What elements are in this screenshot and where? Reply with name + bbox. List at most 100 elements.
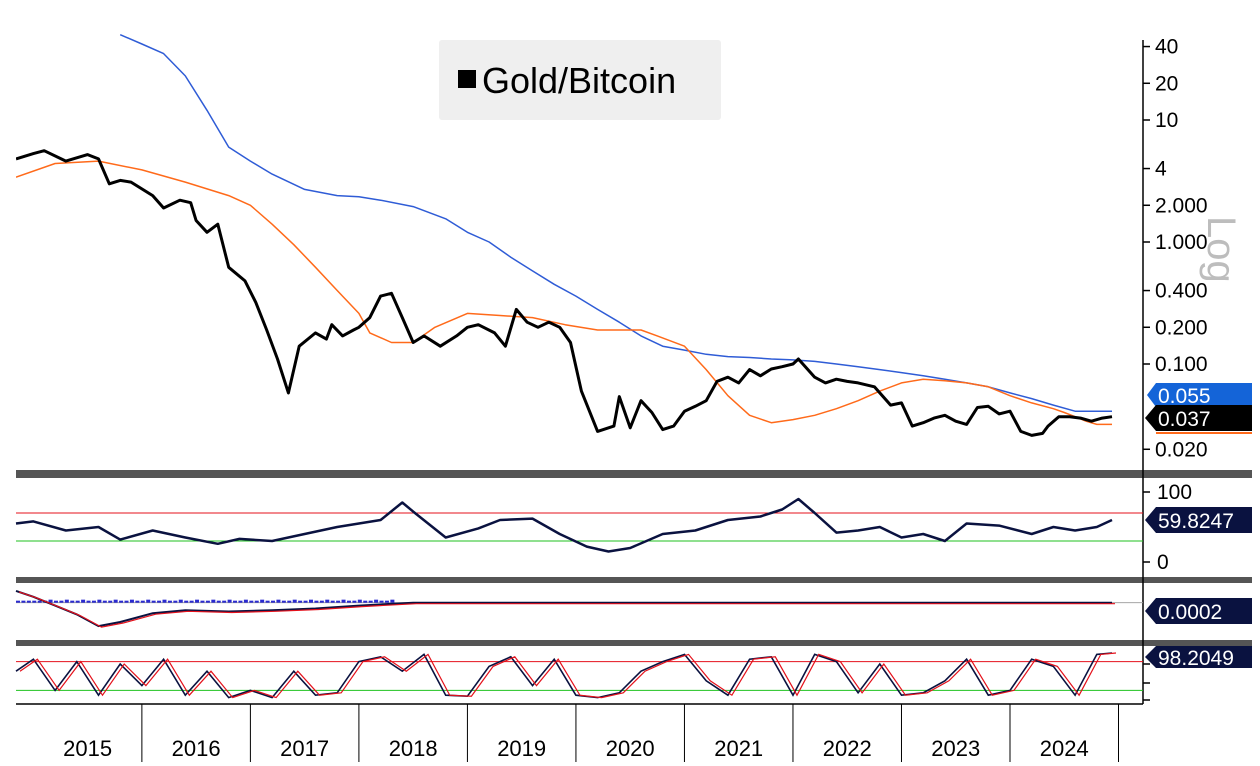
main-plot [16, 34, 1113, 437]
series-stoch-k [15, 652, 1113, 699]
x-tick-label: 2015 [63, 736, 112, 761]
macd-histogram-bar [341, 599, 346, 603]
macd-histogram-bar [173, 600, 178, 603]
y-tick-label: 40 [1155, 36, 1178, 59]
macd-histogram-bar [189, 600, 194, 603]
macd-histogram-bar [195, 599, 200, 603]
macd-histogram-bar [227, 599, 232, 603]
macd-histogram-bar [390, 599, 395, 603]
macd-histogram-bar [374, 599, 379, 603]
macd-histogram-bar [363, 600, 368, 603]
macd-histogram-bar [48, 599, 53, 603]
scale-log-label: Log [1199, 216, 1243, 283]
macd-histogram-bar [211, 599, 216, 603]
macd-histogram-bar [254, 600, 259, 603]
rsi-tick-label: 100 [1157, 481, 1192, 504]
tag-ma-slow-value: 0.055 [1158, 385, 1211, 408]
y-tick-label: 1.000 [1155, 231, 1208, 254]
macd-histogram-bar [314, 600, 319, 603]
series-rsi [15, 497, 1113, 553]
tag-price-value: 0.037 [1158, 408, 1211, 431]
panel-dividers [16, 470, 1252, 646]
macd-histogram-bar [119, 600, 124, 603]
macd-histogram-bar [162, 599, 167, 603]
macd-histogram-bar [81, 599, 86, 603]
rsi-plot [15, 497, 1143, 553]
macd-histogram-bar [91, 600, 96, 603]
legend-swatch [458, 70, 476, 88]
y-tick-label: 2.000 [1155, 194, 1208, 217]
rsi-y-axis: 100 0 [1143, 481, 1192, 574]
x-tick-label: 2019 [497, 736, 546, 761]
tag-stoch: 98.2049 [1145, 646, 1252, 670]
macd-histogram-bar [271, 600, 276, 603]
series-price [16, 149, 1113, 437]
x-tick-label: 2018 [389, 736, 438, 761]
series-ma-fast [16, 160, 1112, 426]
tag-rsi: 59.8247 [1145, 507, 1252, 533]
macd-histogram-bar [21, 600, 26, 603]
macd-histogram-bar [346, 600, 351, 603]
macd-histogram-bar [70, 600, 75, 603]
macd-histogram-bar [368, 600, 373, 603]
macd-histogram-bar [157, 600, 162, 603]
rsi-tick-label: 0 [1157, 551, 1169, 574]
macd-histogram-bar [308, 599, 313, 603]
macd-histogram-bar [97, 599, 102, 603]
y-tick-label: 10 [1155, 109, 1178, 132]
macd-histogram-bar [384, 600, 389, 603]
macd-histogram-bar [184, 600, 189, 603]
tag-ma-slow-bg [1147, 383, 1252, 407]
macd-histogram-bar [319, 600, 324, 603]
macd-histogram-bar [243, 599, 248, 603]
x-tick-label: 2020 [606, 736, 655, 761]
macd-histogram-bar [64, 599, 69, 603]
macd-histogram-bar [37, 600, 42, 603]
legend-label: Gold/Bitcoin [482, 60, 676, 101]
x-tick-label: 2023 [931, 736, 980, 761]
stoch-plot [15, 652, 1150, 701]
tag-stoch-bg [1145, 646, 1252, 668]
macd-histogram-bar [357, 599, 362, 603]
macd-histogram-bar [249, 600, 254, 603]
macd-histogram-bar [86, 600, 91, 603]
divider-main-rsi[interactable] [16, 470, 1252, 478]
x-tick-label: 2024 [1040, 736, 1089, 761]
legend: Gold/Bitcoin [439, 40, 721, 120]
tag-price-bg [1145, 405, 1252, 431]
tag-macd: 0.0002 [1145, 598, 1252, 624]
macd-histogram-bar [135, 600, 140, 603]
macd-histogram-bar [129, 599, 134, 603]
macd-histogram-bar [330, 600, 335, 603]
macd-histogram-bar [59, 600, 64, 603]
x-tick-label: 2021 [714, 736, 763, 761]
macd-plot [15, 589, 1143, 628]
macd-histogram-bar [113, 599, 118, 603]
macd-histogram-bar [222, 600, 227, 603]
y-tick-label: 20 [1155, 72, 1178, 95]
macd-histogram-bar [287, 600, 292, 603]
series-macd-signal [18, 591, 1115, 628]
divider-rsi-macd[interactable] [16, 577, 1252, 583]
macd-histogram-bar [102, 600, 107, 603]
main-y-axis: 40 20 10 4 2.000 1.000 0.400 0.200 0.100 0.020 [1143, 36, 1208, 461]
macd-histogram-bar [292, 599, 297, 603]
macd-histogram-bar [233, 600, 238, 603]
macd-histogram-bar [336, 600, 341, 603]
macd-histogram-bar [200, 600, 205, 603]
series-macd [15, 589, 1112, 628]
macd-histogram-bar [167, 600, 172, 603]
macd-histogram-bar [325, 599, 330, 603]
divider-macd-stoch[interactable] [16, 640, 1252, 646]
series-stoch-d [19, 652, 1117, 699]
macd-histogram-bar [26, 600, 31, 603]
macd-histogram-bar [75, 600, 80, 603]
macd-histogram-bar [124, 600, 129, 603]
macd-histogram-bar [265, 600, 270, 603]
y-tick-label: 0.100 [1155, 353, 1208, 376]
macd-histogram-bar [276, 599, 281, 603]
x-tick-label: 2022 [823, 736, 872, 761]
tag-ma-slow: 0.055 [1147, 383, 1252, 408]
x-tick-label: 2016 [172, 736, 221, 761]
